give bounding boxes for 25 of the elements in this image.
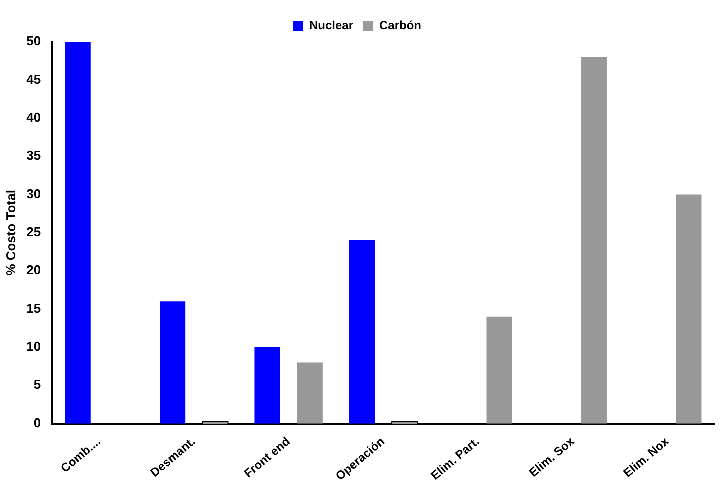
y-tick-label: 5 [34,377,42,392]
bar [297,362,323,424]
bar [65,42,91,424]
y-tick-label: 25 [26,224,42,240]
y-axis-title: % Costo Total [3,190,18,276]
x-tick-label: Elim. Sox [526,434,578,480]
y-tick-label: 35 [26,148,42,164]
bar [676,194,702,424]
bar [486,316,512,424]
legend-label: Nuclear [309,18,354,32]
x-tick-label: Elim. Part. [428,434,482,483]
y-tick-label: 20 [26,262,42,278]
y-tick-label: 30 [26,186,42,202]
y-tick-label: 40 [26,110,42,125]
legend-label: Carbón [380,18,422,32]
y-tick-label: 10 [26,339,42,354]
x-tick-label: Elim. Nox [620,434,672,480]
y-tick-label: 45 [26,72,42,87]
bar [349,240,376,424]
bar [254,347,280,424]
y-tick-label: 0 [34,415,42,430]
y-tick-label: 50 [26,34,42,49]
bar [160,302,186,424]
y-tick-label: 15 [26,300,42,316]
bar [581,57,608,424]
